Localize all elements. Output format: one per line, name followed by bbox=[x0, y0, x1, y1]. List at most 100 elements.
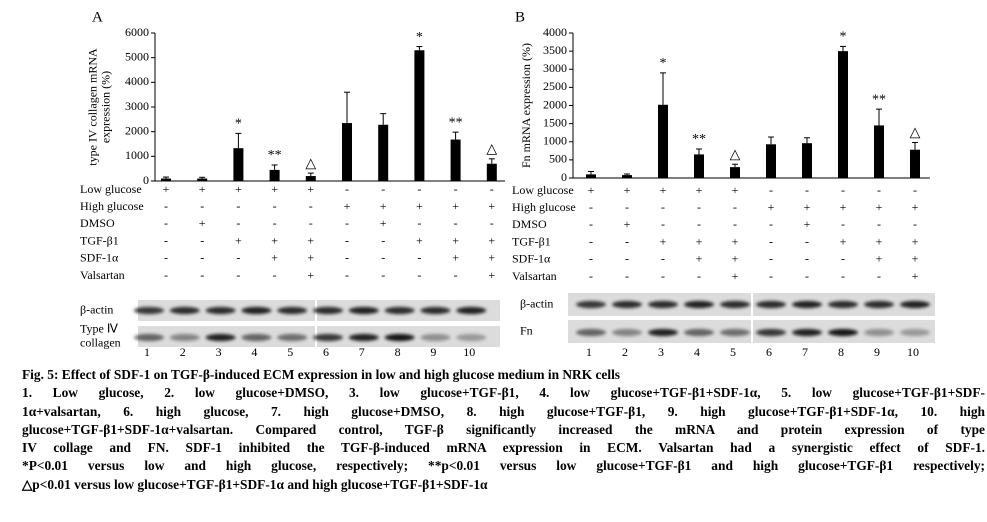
treatment-mark: + bbox=[732, 234, 739, 248]
treatment-mark: + bbox=[163, 182, 170, 196]
lane-label: 5 bbox=[287, 345, 293, 359]
blot-band bbox=[241, 333, 272, 342]
treatment-mark: - bbox=[805, 252, 809, 266]
bar bbox=[197, 178, 208, 181]
y-tick-label: 6000 bbox=[125, 25, 149, 39]
treatment-mark: + bbox=[452, 251, 459, 265]
treatment-label: DMSO bbox=[80, 216, 115, 230]
bar bbox=[450, 139, 461, 181]
treatment-mark: + bbox=[912, 252, 919, 266]
treatment-label: SDF-1α bbox=[80, 251, 119, 265]
blot-band bbox=[900, 328, 930, 337]
treatment-label: Low glucose bbox=[512, 183, 574, 197]
blot-band bbox=[648, 300, 678, 309]
treatment-mark: - bbox=[877, 269, 881, 283]
treatment-label: High glucose bbox=[512, 200, 576, 214]
blot-band bbox=[169, 333, 200, 342]
treatment-mark: + bbox=[768, 200, 775, 214]
treatment-mark: - bbox=[490, 216, 494, 230]
lane-label: 4 bbox=[694, 345, 700, 359]
caption: Fig. 5: Effect of SDF-1 on TGF-β-induced… bbox=[22, 366, 985, 494]
lane-label: 1 bbox=[144, 345, 150, 359]
bar bbox=[766, 144, 776, 178]
treatment-mark: - bbox=[309, 216, 313, 230]
blot-band bbox=[612, 328, 642, 337]
treatment-mark: - bbox=[454, 268, 458, 282]
treatment-mark: - bbox=[661, 269, 665, 283]
blot-label: collagen bbox=[80, 335, 121, 349]
y-tick-label: 2500 bbox=[543, 79, 567, 93]
treatment-mark: - bbox=[625, 269, 629, 283]
y-axis-label: expression (%) bbox=[98, 71, 112, 143]
treatment-mark: + bbox=[344, 199, 351, 213]
blot-band bbox=[864, 300, 894, 309]
treatment-mark: + bbox=[732, 269, 739, 283]
treatment-mark: + bbox=[199, 216, 206, 230]
treatment-mark: + bbox=[732, 252, 739, 266]
treatment-mark: - bbox=[417, 268, 421, 282]
treatment-mark: - bbox=[200, 251, 204, 265]
treatment-mark: + bbox=[271, 251, 278, 265]
treatment-mark: - bbox=[164, 233, 168, 247]
treatment-mark: - bbox=[236, 199, 240, 213]
treatment-mark: + bbox=[696, 183, 703, 197]
blot-band bbox=[828, 328, 858, 337]
lane-label: 4 bbox=[251, 345, 257, 359]
annotation: △ bbox=[305, 156, 316, 171]
blot-band bbox=[205, 333, 236, 342]
treatment-mark: - bbox=[417, 182, 421, 196]
treatment-mark: - bbox=[805, 269, 809, 283]
treatment-mark: + bbox=[732, 183, 739, 197]
blot-band bbox=[456, 306, 487, 315]
annotation: * bbox=[840, 30, 847, 45]
treatment-mark: + bbox=[199, 182, 206, 196]
treatment-mark: + bbox=[307, 182, 314, 196]
blot-band bbox=[792, 300, 822, 309]
treatment-mark: - bbox=[454, 216, 458, 230]
blot-band bbox=[420, 306, 451, 315]
lane-label: 6 bbox=[766, 345, 772, 359]
treatment-mark: - bbox=[697, 269, 701, 283]
treatment-mark: + bbox=[488, 233, 495, 247]
annotation: ** bbox=[872, 92, 886, 107]
y-tick-label: 5000 bbox=[125, 49, 149, 63]
y-tick-label: 2000 bbox=[543, 97, 567, 111]
treatment-mark: + bbox=[452, 233, 459, 247]
y-tick-label: 1000 bbox=[543, 134, 567, 148]
panel-label: A bbox=[92, 9, 103, 25]
treatment-mark: - bbox=[273, 216, 277, 230]
y-tick-label: 3500 bbox=[543, 43, 567, 57]
treatment-mark: + bbox=[380, 199, 387, 213]
treatment-mark: + bbox=[416, 233, 423, 247]
blot-band bbox=[241, 306, 272, 315]
treatment-mark: + bbox=[235, 233, 242, 247]
bar bbox=[586, 174, 596, 178]
blot-band bbox=[384, 306, 415, 315]
treatment-label: TGF-β1 bbox=[80, 233, 119, 247]
treatment-mark: - bbox=[841, 183, 845, 197]
bar bbox=[233, 148, 244, 181]
treatment-mark: - bbox=[697, 217, 701, 231]
treatment-mark: + bbox=[624, 183, 631, 197]
treatment-mark: + bbox=[307, 233, 314, 247]
blot-band bbox=[576, 328, 606, 337]
treatment-mark: - bbox=[877, 217, 881, 231]
treatment-mark: + bbox=[660, 183, 667, 197]
treatment-label: TGF-β1 bbox=[512, 234, 551, 248]
treatment-mark: + bbox=[804, 200, 811, 214]
treatment-mark: - bbox=[345, 233, 349, 247]
y-tick-label: 4000 bbox=[125, 74, 149, 88]
bar bbox=[378, 124, 389, 181]
blot-band bbox=[684, 328, 714, 337]
annotation: * bbox=[416, 30, 423, 45]
lane-label: 9 bbox=[430, 345, 436, 359]
caption-line: IV collage and FN. SDF-1 inhibited the T… bbox=[22, 440, 985, 456]
y-tick-label: 3000 bbox=[125, 99, 149, 113]
annotation: * bbox=[235, 117, 242, 132]
lane-label: 7 bbox=[359, 345, 365, 359]
treatment-mark: - bbox=[454, 182, 458, 196]
blot-band bbox=[792, 328, 822, 337]
annotation: △ bbox=[730, 147, 741, 162]
blot-band bbox=[205, 306, 236, 315]
treatment-mark: - bbox=[589, 200, 593, 214]
